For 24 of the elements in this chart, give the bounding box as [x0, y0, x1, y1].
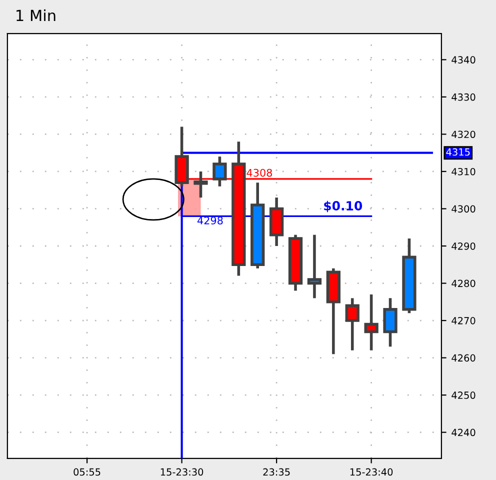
y-tick-label: 4290	[452, 242, 476, 250]
y-tick-label: 4240	[452, 428, 476, 436]
y-tick-label: 4340	[452, 56, 476, 64]
y-tick-label: 4250	[452, 392, 476, 399]
y-tick-label: 4280	[452, 280, 476, 288]
x-tick-label: 15-23:30	[160, 468, 204, 476]
y-tick-label: 4310	[452, 168, 476, 176]
chart-title: 1 Min	[16, 9, 56, 22]
y-tick-label: 4300	[452, 205, 476, 213]
candlestick	[307, 233, 322, 300]
ref-line-label: 4315	[446, 148, 470, 156]
x-tick-label: 15-23:40	[350, 468, 393, 476]
annotation: $0.10	[324, 200, 362, 212]
y-tick-label: 4260	[452, 354, 476, 362]
candlestick	[383, 296, 398, 348]
y-tick-label: 4320	[452, 130, 476, 138]
candlestick	[212, 155, 227, 188]
x-tick-label: 23:35	[263, 468, 290, 476]
y-tick-label: 4330	[452, 93, 476, 101]
candlestick	[364, 293, 378, 352]
x-tick-label: 05:55	[74, 468, 100, 476]
y-tick-label: 4270	[452, 317, 476, 324]
ref-line-label: 4308	[246, 168, 272, 177]
candlestick	[345, 296, 360, 352]
